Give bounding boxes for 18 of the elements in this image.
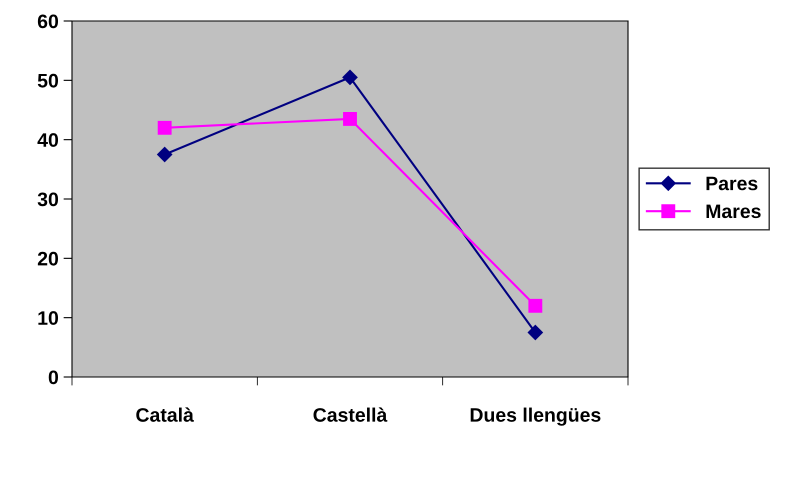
point bbox=[343, 112, 357, 126]
legend-label: Pares bbox=[706, 176, 758, 190]
y-tick-label: 0 bbox=[48, 370, 58, 384]
x-tick-label: Castellà bbox=[314, 407, 388, 422]
point bbox=[528, 324, 543, 340]
y-tick-label: 60 bbox=[38, 14, 58, 28]
x-tick-label: Dues llengües bbox=[470, 408, 600, 426]
legend-label: Mares bbox=[706, 204, 761, 218]
point bbox=[528, 298, 542, 313]
point bbox=[158, 120, 172, 135]
point bbox=[342, 70, 358, 85]
x-tick-label: Català bbox=[136, 407, 194, 422]
y-tick-label: 20 bbox=[38, 252, 58, 266]
y-tick-label: 10 bbox=[38, 311, 58, 325]
point bbox=[157, 146, 172, 162]
y-tick-label: 40 bbox=[37, 133, 58, 147]
y-tick-label: 30 bbox=[38, 192, 58, 206]
y-tick-label: 50 bbox=[38, 74, 58, 88]
